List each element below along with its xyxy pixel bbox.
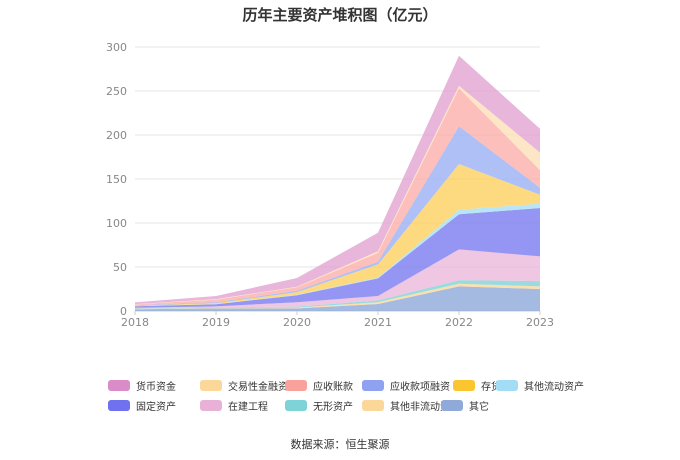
legend-label: 无形资产 <box>313 402 353 413</box>
legend-label: 应收账款 <box>313 382 353 393</box>
legend-swatch <box>453 380 475 391</box>
legend-swatch <box>362 400 384 411</box>
legend-item[interactable]: 货币资金 <box>108 378 176 393</box>
legend-swatch <box>285 400 307 411</box>
x-tick-label: 2019 <box>202 316 230 329</box>
legend-item[interactable]: 应收款项融资 <box>362 378 450 393</box>
axes: 0 50 100 150 200 250 300 2018 2019 2020 2021 2022 20… <box>106 41 554 329</box>
legend-item[interactable]: 应收账款 <box>285 378 353 393</box>
legend-label: 其他流动资产 <box>524 382 584 393</box>
legend-item[interactable]: 固定资产 <box>108 398 176 413</box>
legend-label: 应收款项融资 <box>390 382 450 393</box>
y-tick-label: 0 <box>120 305 127 318</box>
area-应收账款 <box>135 88 540 306</box>
area-无形资产 <box>135 280 540 309</box>
legend-label: 其他非流动资产 <box>390 402 460 413</box>
legend-label: 存货 <box>481 382 501 393</box>
legend-swatch <box>496 380 518 391</box>
area-其他非流动资产 <box>135 283 540 310</box>
y-tick-label: 250 <box>106 85 127 98</box>
area-其他流动资产 <box>135 203 540 307</box>
legend-item[interactable]: 在建工程 <box>200 398 268 413</box>
legend-item[interactable]: 其它 <box>441 398 489 413</box>
y-tick-label: 200 <box>106 129 127 142</box>
legend-swatch <box>441 400 463 411</box>
legend-item[interactable]: 其他非流动资产 <box>362 398 460 413</box>
x-tick-label: 2018 <box>121 316 149 329</box>
legend-label: 其它 <box>469 402 489 413</box>
y-tick-label: 150 <box>106 173 127 186</box>
x-tick-label: 2020 <box>283 316 311 329</box>
legend-label: 在建工程 <box>228 402 268 413</box>
legend-item[interactable]: 其他流动资产 <box>496 378 584 393</box>
legend-item[interactable]: 无形资产 <box>285 398 353 413</box>
stacked-area-chart: 0 50 100 150 200 250 300 2018 2019 2020 2021 2022 20… <box>106 41 554 329</box>
area-series-group <box>135 55 540 311</box>
area-在建工程 <box>135 249 540 309</box>
area-存货 <box>135 164 540 307</box>
legend-swatch <box>108 400 130 411</box>
legend-swatch <box>108 380 130 391</box>
legend-label: 货币资金 <box>136 382 176 393</box>
legend-label: 交易性金融资产 <box>228 382 298 393</box>
data-source-note: 数据来源：恒生聚源 <box>290 438 390 451</box>
legend-swatch <box>200 380 222 391</box>
area-应收款项融资 <box>135 126 540 306</box>
legend-swatch <box>362 380 384 391</box>
x-tick-label: 2023 <box>526 316 554 329</box>
area-其它 <box>135 286 540 311</box>
legend-swatch <box>285 380 307 391</box>
legend-item[interactable]: 交易性金融资产 <box>200 378 298 393</box>
legend-swatch <box>200 400 222 411</box>
x-tick-label: 2022 <box>445 316 473 329</box>
y-tick-label: 300 <box>106 41 127 54</box>
chart-title: 历年主要资产堆积图（亿元） <box>242 6 438 24</box>
legend-label: 固定资产 <box>136 402 176 413</box>
legend-item[interactable]: 存货 <box>453 378 501 393</box>
x-tick-label: 2021 <box>364 316 392 329</box>
y-tick-label: 100 <box>106 217 127 230</box>
y-tick-label: 50 <box>113 261 127 274</box>
area-货币资金 <box>135 55 540 305</box>
area-固定资产 <box>135 208 540 308</box>
